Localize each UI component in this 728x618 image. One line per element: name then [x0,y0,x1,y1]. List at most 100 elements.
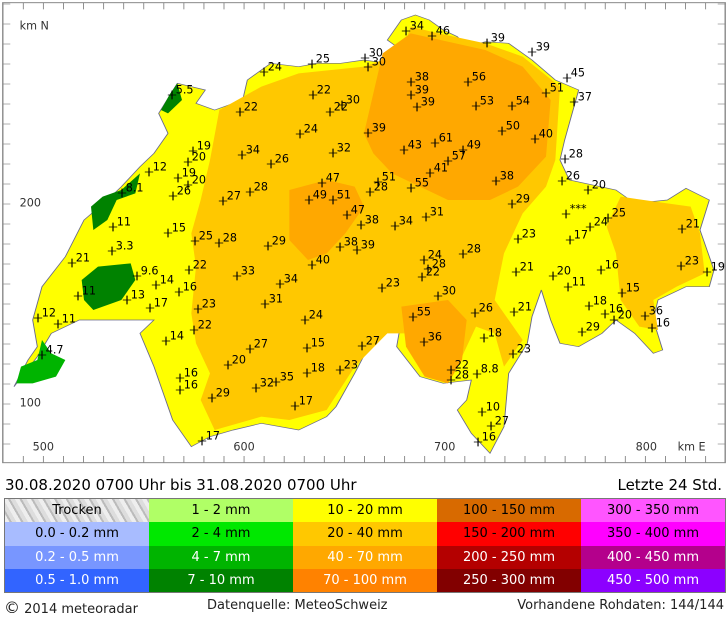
station-value: 16 [184,367,198,380]
plus-icon [214,238,224,248]
plus-icon [218,196,228,206]
station-value: 28 [254,181,268,194]
station-marker: 24 [300,309,323,325]
legend-swatch: 0.0 - 0.2 mm [5,522,149,546]
plus-icon [419,255,429,265]
plus-icon [399,145,409,155]
station-value: 11 [572,276,586,289]
plus-icon [427,31,437,41]
station-value: 38 [344,236,358,249]
plus-icon [328,148,338,158]
plus-icon [188,146,198,156]
station-marker: 27 [357,335,380,351]
rain-zone-7-10-lake [81,263,136,310]
station-marker: 22 [308,84,331,100]
plus-icon [640,311,650,321]
station-marker: 22 [325,101,348,117]
station-value: 39 [491,32,505,45]
plus-icon [161,336,171,346]
plus-icon [584,301,594,311]
station-marker: 30 [363,56,386,72]
plus-icon [317,178,327,188]
station-value: 26 [275,153,289,166]
plus-icon [325,107,335,117]
plus-icon [335,365,345,375]
station-value: 22 [198,319,212,332]
legend-swatch: 150 - 200 mm [437,522,581,546]
plus-icon [477,407,487,417]
station-value: 17 [154,297,168,310]
plus-icon [237,150,247,160]
station-marker: 33 [232,265,255,281]
legend-swatch: 0.2 - 0.5 mm [5,545,149,569]
station-marker: 47 [342,204,365,220]
plus-icon [184,265,194,275]
station-value: 24 [304,123,318,136]
station-marker: 23 [193,298,216,314]
station-marker: 11 [563,276,586,292]
station-marker: 20 [548,265,571,281]
plus-icon [300,315,310,325]
plus-icon [617,288,627,298]
station-value: 17 [574,229,588,242]
plus-icon [583,185,593,195]
station-marker: 51 [541,82,564,98]
station-marker: 27 [218,190,241,206]
station-marker: 5.5 [167,84,194,100]
plus-icon [430,138,440,148]
station-marker: 26 [557,170,580,186]
station-marker: 57 [443,150,466,166]
station-value: 21 [520,261,534,274]
plus-icon [37,350,47,360]
plus-icon [363,62,373,72]
plus-icon [197,436,207,446]
station-marker: 10 [477,401,500,417]
station-marker: 40 [530,128,553,144]
plus-icon [235,107,245,117]
precipitation-legend: Trocken 1 - 2 mm 10 - 20 mm 100 - 150 mm 300… [4,498,726,593]
station-marker: 3.3 [107,240,134,256]
station-marker: 46 [427,25,450,41]
station-marker: 21 [511,261,534,277]
plus-icon [122,295,132,305]
station-marker: 29 [263,235,286,251]
station-value: 11 [82,285,96,298]
station-marker: 27 [245,338,268,354]
station-value: 49 [467,139,481,152]
station-value: 32 [337,142,351,155]
plus-icon [497,126,507,136]
station-value: 20 [192,151,206,164]
plus-icon [302,343,312,353]
station-value: 61 [439,132,453,145]
station-marker: 22 [184,259,207,275]
station-value: 30 [442,285,456,298]
station-value: 5.5 [176,84,194,97]
station-marker: 35 [271,371,294,387]
station-value: 33 [241,265,255,278]
station-marker: 27 [486,415,509,431]
station-marker: 30 [337,94,360,110]
rain-zone-40-70 [364,33,551,201]
plus-icon [190,236,200,246]
plus-icon [446,365,456,375]
station-marker: 18 [584,295,607,311]
station-value: 24 [309,309,323,322]
station-marker: 29 [577,321,600,337]
station-value: 23 [386,277,400,290]
station-value: 16 [184,379,198,392]
station-value: 26 [479,302,493,315]
station-value: 14 [170,330,184,343]
station-marker: 4.7 [37,344,64,360]
station-value: 23 [344,359,358,372]
station-marker: 24 [419,249,442,265]
station-value: 43 [408,139,422,152]
station-value: 15 [172,222,186,235]
station-marker: 21 [509,301,532,317]
station-value: 18 [311,362,325,375]
station-value: 25 [316,53,330,66]
station-marker: 21 [67,252,90,268]
plus-icon [419,337,429,347]
plus-icon [561,209,571,219]
plus-icon [390,221,400,231]
station-marker: 16 [647,317,670,333]
